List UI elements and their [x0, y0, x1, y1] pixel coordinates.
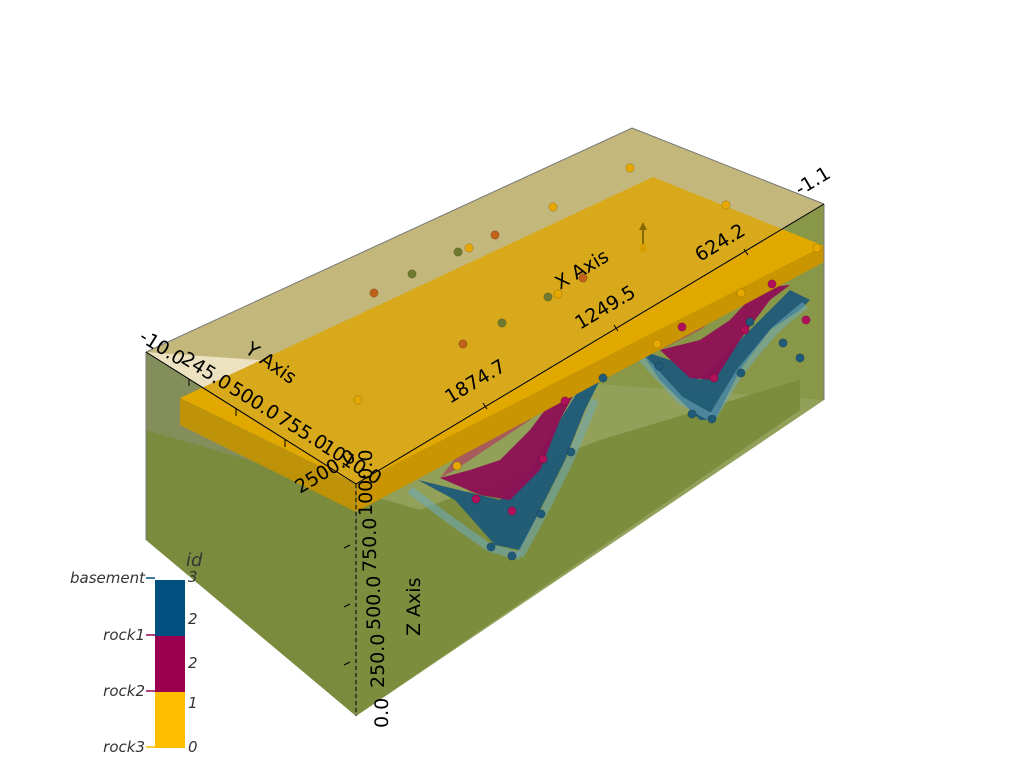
x-axis-line	[355, 203, 825, 485]
surface-point	[538, 454, 548, 464]
z-axis-title: Z Axis	[403, 578, 425, 636]
surface-point	[543, 292, 553, 302]
surface-point	[652, 339, 662, 349]
surface-point	[736, 368, 746, 378]
surface-point	[507, 506, 517, 516]
scalar-bar-segment-rock1	[155, 636, 185, 692]
scalar-bar-label: basement	[70, 569, 146, 587]
surface-point	[536, 509, 546, 519]
slab-left	[180, 398, 356, 512]
surface-point	[453, 247, 463, 257]
surface-point	[687, 409, 697, 419]
rock1-fold-1	[418, 372, 600, 550]
scalar-bar-segment-basement	[155, 580, 185, 636]
surface-point	[795, 353, 805, 363]
surface-point	[464, 243, 474, 253]
surface-point	[369, 288, 379, 298]
slab-front	[356, 246, 824, 512]
surface-point	[654, 361, 664, 371]
scalar-bar-title: id	[186, 550, 203, 571]
surface-point	[452, 461, 462, 471]
basement-body	[146, 380, 800, 716]
surface-point	[721, 200, 731, 210]
surface-point	[745, 317, 755, 327]
surface-point	[471, 494, 481, 504]
rock2-fold-1	[440, 390, 575, 500]
surface-point	[458, 339, 468, 349]
surface-point	[625, 163, 635, 173]
axes-lines	[145, 203, 825, 716]
y-axis-line	[145, 351, 357, 485]
rock3-slab	[180, 177, 824, 512]
surface-point	[560, 396, 570, 406]
top-tint	[146, 128, 824, 484]
surface-points	[353, 163, 822, 561]
rock1-edge-4	[708, 301, 808, 421]
scalar-bar-value: 2	[188, 610, 198, 628]
scalar-bar-label: rock1	[103, 626, 145, 644]
scalar-bar-value: 0	[188, 738, 198, 756]
surface-point	[709, 373, 719, 383]
scalar-bar-label: rock2	[103, 682, 145, 700]
scalar-bar: id basement rock1 rock2 rock3 3 2 2 1 0	[70, 550, 203, 756]
scalar-bar-value: 3	[188, 568, 198, 586]
rock1-edge-1	[407, 486, 522, 560]
surface-point	[486, 542, 496, 552]
z-tick-label: 500.0	[363, 576, 385, 630]
slab-top	[180, 177, 824, 484]
rock1-edge-3	[637, 353, 714, 422]
surface-point	[736, 288, 746, 298]
orientation-marker	[639, 222, 647, 252]
z-axis-tick-labels: 0.0 250.0 500.0 750.0 1000.0 Z Axis	[355, 450, 425, 728]
surface-point	[677, 322, 687, 332]
scalar-bar-label: rock3	[103, 738, 145, 756]
surface-point	[490, 230, 500, 240]
scalar-bar-value: 1	[188, 694, 198, 712]
surface-point	[707, 414, 717, 424]
surface-point	[548, 202, 558, 212]
scalar-bar-value: 2	[188, 654, 198, 672]
surface-point	[778, 338, 788, 348]
z-tick-label: 250.0	[367, 634, 389, 688]
surface-point	[353, 395, 363, 405]
surface-point	[578, 273, 588, 283]
z-tick-label: 1000.0	[355, 450, 377, 516]
z-tick-label: 0.0	[371, 698, 393, 728]
surface-point	[767, 279, 777, 289]
surface-point	[407, 269, 417, 279]
surface-point	[566, 447, 576, 457]
surface-point	[812, 243, 822, 253]
surface-point	[740, 325, 750, 335]
surface-point	[598, 373, 608, 383]
surface-point	[497, 318, 507, 328]
scalar-bar-segment-rock2	[155, 692, 185, 748]
z-tick-label: 750.0	[359, 518, 381, 572]
rock2-fold-2	[660, 285, 790, 380]
surface-point	[507, 551, 517, 561]
rock1-edge-2	[516, 398, 599, 558]
surface-point	[553, 289, 563, 299]
axis-ticks	[188, 248, 749, 666]
surface-point	[801, 315, 811, 325]
